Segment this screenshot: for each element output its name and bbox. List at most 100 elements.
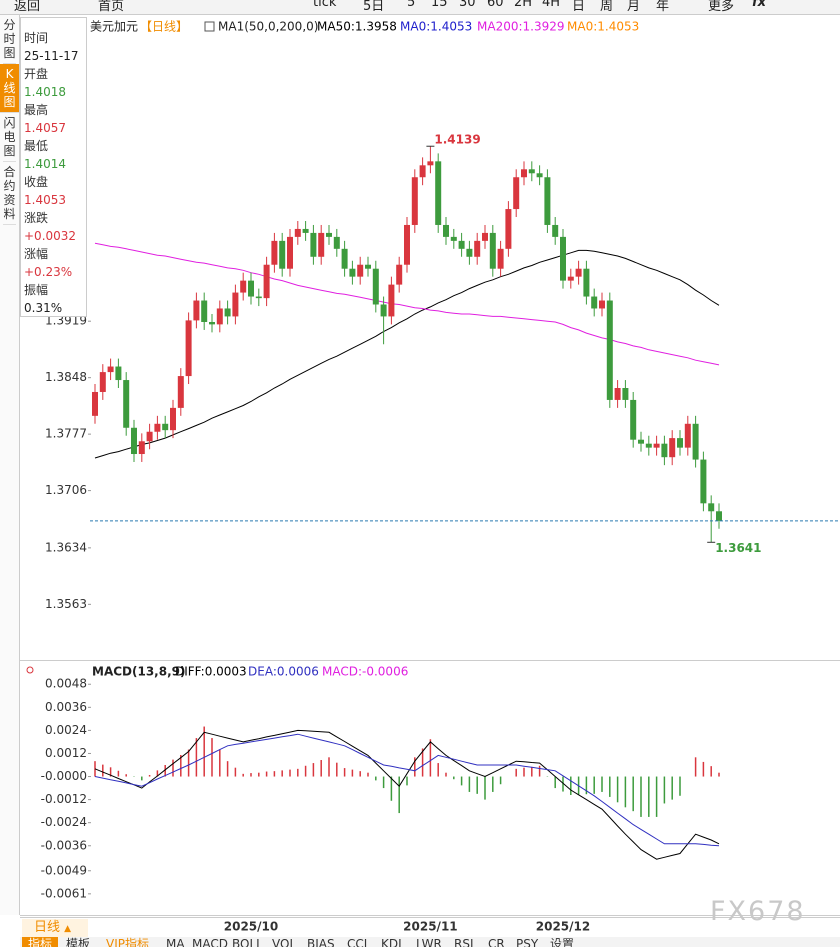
home-button[interactable]: 首页 — [98, 0, 125, 14]
sidebar-tab[interactable]: 闪电图 — [3, 113, 16, 162]
more-button[interactable]: 更多 — [708, 0, 735, 14]
candle-body — [536, 173, 543, 178]
indicator-tab[interactable]: MA — [166, 937, 185, 947]
sidebar-tab[interactable]: 合约资料 — [3, 162, 16, 225]
macd-line — [94, 729, 720, 860]
macd-bar — [671, 776, 673, 800]
indicator-tab[interactable]: LWR — [416, 937, 442, 947]
macd-bar — [445, 772, 447, 777]
macd-bar — [468, 776, 471, 792]
candle-body — [638, 439, 644, 444]
period-button[interactable]: 周 — [600, 0, 614, 14]
period-button[interactable]: tick — [313, 0, 337, 10]
candle-body — [201, 300, 208, 322]
macd-bar — [109, 767, 112, 777]
macd-bar — [702, 761, 705, 777]
info-value: 1.4018 — [24, 85, 66, 99]
period-button[interactable]: 5日 — [363, 0, 385, 14]
macd-bar — [663, 776, 666, 804]
indicator-tab[interactable]: BOLL — [232, 937, 263, 947]
back-button[interactable]: 返回 — [14, 0, 41, 14]
candle-body — [396, 264, 403, 285]
period-button[interactable]: 日 — [572, 0, 586, 14]
macd-bar — [390, 776, 393, 801]
candle-body — [279, 240, 286, 269]
candle-body — [177, 376, 184, 408]
macd-bar — [117, 770, 120, 777]
candle-body — [443, 224, 449, 237]
macd-bar — [382, 776, 385, 789]
info-panel: 时间 25-11-17 开盘 1.4018 最高 1.4057 最低 1.4014 收盘 1.40… — [20, 17, 87, 317]
indicator-tab[interactable]: 设置 — [550, 937, 575, 947]
macd-bar — [640, 776, 642, 817]
indicator-tab[interactable]: CCI — [347, 937, 368, 947]
period-label: 【日线】 — [140, 20, 188, 34]
macd-bar — [187, 749, 190, 777]
indicator-tab[interactable]: VIP指标 — [106, 937, 149, 947]
candle-body — [271, 240, 278, 265]
macd-bar — [164, 765, 166, 777]
candle-body — [552, 224, 559, 237]
candle-body — [661, 443, 668, 458]
indicator-tab[interactable]: KDJ — [381, 937, 402, 947]
y-tick-label: 1.3777 — [45, 427, 87, 441]
candle-body — [692, 423, 699, 460]
info-label: 开盘 — [24, 67, 49, 81]
candle-body — [248, 280, 254, 297]
macd-bar — [148, 775, 151, 777]
x-tick-label: 2025/10 — [224, 920, 278, 934]
macd-bar — [320, 760, 322, 777]
period-button[interactable]: 5 — [407, 0, 416, 10]
macd-bar — [609, 776, 611, 797]
indicator-tab[interactable]: 模板 — [66, 937, 91, 947]
y-tick-label: -0.0049 — [41, 863, 87, 877]
candle-body — [138, 441, 145, 455]
indicator-tab[interactable]: RSI — [454, 937, 474, 947]
macd-bar — [694, 757, 697, 777]
period-label: 日线 — [34, 920, 61, 935]
indicator-tab[interactable]: PSY — [516, 937, 539, 947]
indicator-tab[interactable]: VOL — [272, 937, 297, 947]
period-button[interactable]: 4H — [542, 0, 561, 10]
sidebar-tab[interactable]: K线图 — [0, 64, 19, 113]
candle-body — [185, 320, 192, 377]
chart-title: 美元加元 — [90, 20, 138, 34]
candle-body — [107, 366, 114, 373]
indicator-tab[interactable]: BIAS — [307, 937, 335, 947]
indicator-icon[interactable] — [204, 21, 215, 32]
macd-bar — [499, 776, 502, 785]
macd-bar — [242, 773, 244, 777]
settings-icon[interactable] — [26, 666, 34, 674]
candle-body — [544, 177, 551, 225]
ma-line — [94, 249, 720, 459]
y-tick-label: 0.0048 — [45, 677, 87, 691]
macd-bar — [102, 764, 104, 777]
fx-icon[interactable]: fx — [752, 0, 767, 10]
y-tick-label: 1.3634 — [45, 540, 87, 554]
candle-body — [162, 423, 169, 431]
macd-bar — [421, 748, 424, 777]
macd-bar — [172, 759, 174, 777]
sidebar-tab[interactable]: 分时图 — [3, 15, 16, 64]
x-tick-label: 2025/12 — [536, 920, 590, 934]
period-button[interactable]: 30 — [459, 0, 476, 10]
period-button[interactable]: 60 — [487, 0, 504, 10]
macd-bar — [336, 762, 338, 777]
period-button[interactable]: 15 — [431, 0, 448, 10]
indicator-tab[interactable]: 指标 — [22, 937, 59, 947]
period-selector[interactable]: 日线 ▲ — [22, 919, 88, 937]
macd-bar — [429, 739, 432, 777]
indicator-tab[interactable]: CR — [488, 937, 505, 947]
macd-bar — [710, 766, 712, 777]
candle-body — [458, 240, 465, 249]
candle-body — [123, 380, 130, 428]
candle-body — [341, 248, 348, 269]
period-button[interactable]: 2H — [514, 0, 533, 10]
period-button[interactable]: 年 — [656, 0, 670, 14]
candle-body — [427, 161, 434, 166]
indicator-tab[interactable]: MACD — [192, 937, 228, 947]
info-value: +0.23% — [24, 265, 73, 279]
info-label: 最高 — [24, 103, 49, 117]
candle-body — [388, 284, 395, 317]
period-button[interactable]: 月 — [627, 0, 641, 14]
